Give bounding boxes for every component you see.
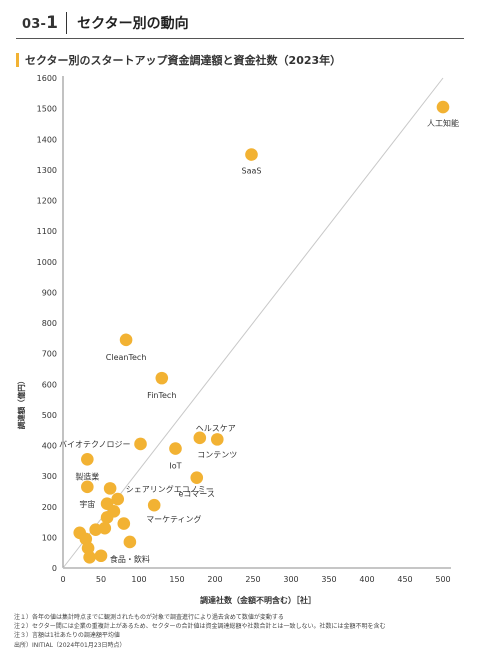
section-title: セクター別の動向 xyxy=(77,16,189,32)
x-tick-label: 100 xyxy=(131,575,146,584)
y-tick-label: 1600 xyxy=(37,74,57,83)
data-point xyxy=(81,480,94,494)
x-tick-label: 300 xyxy=(283,575,298,584)
x-tick-label: 0 xyxy=(60,575,65,584)
y-tick-label: 1300 xyxy=(37,166,57,175)
y-tick-label: 300 xyxy=(42,472,57,481)
data-point xyxy=(100,511,114,524)
y-tick-label: 500 xyxy=(42,411,57,420)
data-point-label: マーケティング xyxy=(146,514,201,524)
data-point xyxy=(81,541,95,555)
y-tick-label: 100 xyxy=(42,533,57,542)
data-point xyxy=(134,437,147,451)
data-point xyxy=(210,433,224,446)
subtitle-accent-bar xyxy=(16,53,19,67)
data-point-label: シェアリングエコノミー xyxy=(126,484,214,494)
footnote: 出所）INITIAL（2024年01月23日時点） xyxy=(14,641,126,649)
reference-line xyxy=(62,77,444,569)
header-divider xyxy=(66,12,68,34)
y-tick-label: 900 xyxy=(42,288,57,297)
y-tick-label: 400 xyxy=(42,442,57,451)
x-tick-label: 250 xyxy=(245,575,260,584)
data-point-label: 食品・飲料 xyxy=(110,554,150,564)
y-tick-label: 0 xyxy=(52,564,57,573)
y-tick-label: 1100 xyxy=(37,227,57,236)
y-tick-label: 700 xyxy=(42,350,57,359)
y-tick-label: 200 xyxy=(42,503,57,512)
data-point xyxy=(117,517,131,530)
data-point xyxy=(147,498,161,512)
x-tick-label: 200 xyxy=(207,575,222,584)
data-point xyxy=(111,492,125,506)
data-point xyxy=(169,442,182,455)
footnote: 注１）各年の値は集計時点までに観測されたものが対象で調査進行により過去含めて数値… xyxy=(14,614,284,621)
footnote: 注３）言額は1社あたりの調達額平均値 xyxy=(14,632,120,640)
x-tick-label: 400 xyxy=(359,575,374,584)
x-tick-label: 150 xyxy=(169,575,184,584)
data-point xyxy=(81,452,94,466)
data-point-label: 製造業 xyxy=(75,471,99,481)
section-header: 03-1 セクター別の動向 xyxy=(22,12,189,34)
data-point xyxy=(94,549,108,563)
data-point-label: CleanTech xyxy=(106,353,147,362)
scatter-chart: 0100200300400500600700800900100011001200… xyxy=(16,74,459,605)
data-point-label: バイオテクノロジー xyxy=(59,440,131,449)
data-point xyxy=(155,371,169,385)
y-axis-title: 調達額（億円） xyxy=(16,377,26,430)
x-tick-label: 500 xyxy=(435,575,450,584)
y-tick-label: 1500 xyxy=(37,105,57,114)
section-number: 03-1 xyxy=(22,13,59,33)
chart-subtitle: セクター別のスタートアップ資金調達額と資金社数（2023年） xyxy=(16,52,341,68)
data-point xyxy=(119,333,133,347)
x-tick-label: 350 xyxy=(321,575,336,584)
y-tick-label: 1200 xyxy=(37,197,57,206)
y-tick-label: 1400 xyxy=(37,135,57,144)
data-point-label: コンテンツ xyxy=(197,450,237,459)
data-point xyxy=(103,482,117,495)
x-tick-label: 450 xyxy=(397,575,412,584)
footnotes: 注１）各年の値は集計時点までに観測されたものが対象で調査進行により過去含めて数値… xyxy=(14,613,386,650)
data-point xyxy=(89,523,102,537)
data-point xyxy=(123,535,137,549)
footnote: 注２）セクター間には企業の重複計上があるため、セクターの合計値は資金調達総額や社… xyxy=(14,623,386,631)
data-point xyxy=(193,431,207,445)
x-tick-label: 50 xyxy=(96,575,106,584)
data-point-label: ヘルスケア xyxy=(196,424,236,433)
data-point-label: 宇宙 xyxy=(79,499,95,509)
header-rule xyxy=(16,38,464,39)
y-tick-label: 1000 xyxy=(37,258,57,267)
data-point-label: FinTech xyxy=(147,391,176,400)
y-tick-label: 600 xyxy=(42,380,57,389)
x-axis-title: 調達社数（金額不明含む）［社］ xyxy=(200,595,316,605)
data-point-label: eコマース xyxy=(178,490,215,499)
data-point-label: SaaS xyxy=(241,167,261,176)
data-point-label: 人工知能 xyxy=(427,118,459,128)
data-point xyxy=(245,148,258,161)
subtitle-text: セクター別のスタートアップ資金調達額と資金社数（2023年） xyxy=(25,54,342,67)
data-point xyxy=(190,471,204,484)
y-tick-label: 800 xyxy=(42,319,57,328)
data-point-label: IoT xyxy=(169,462,181,471)
data-point xyxy=(436,100,450,114)
